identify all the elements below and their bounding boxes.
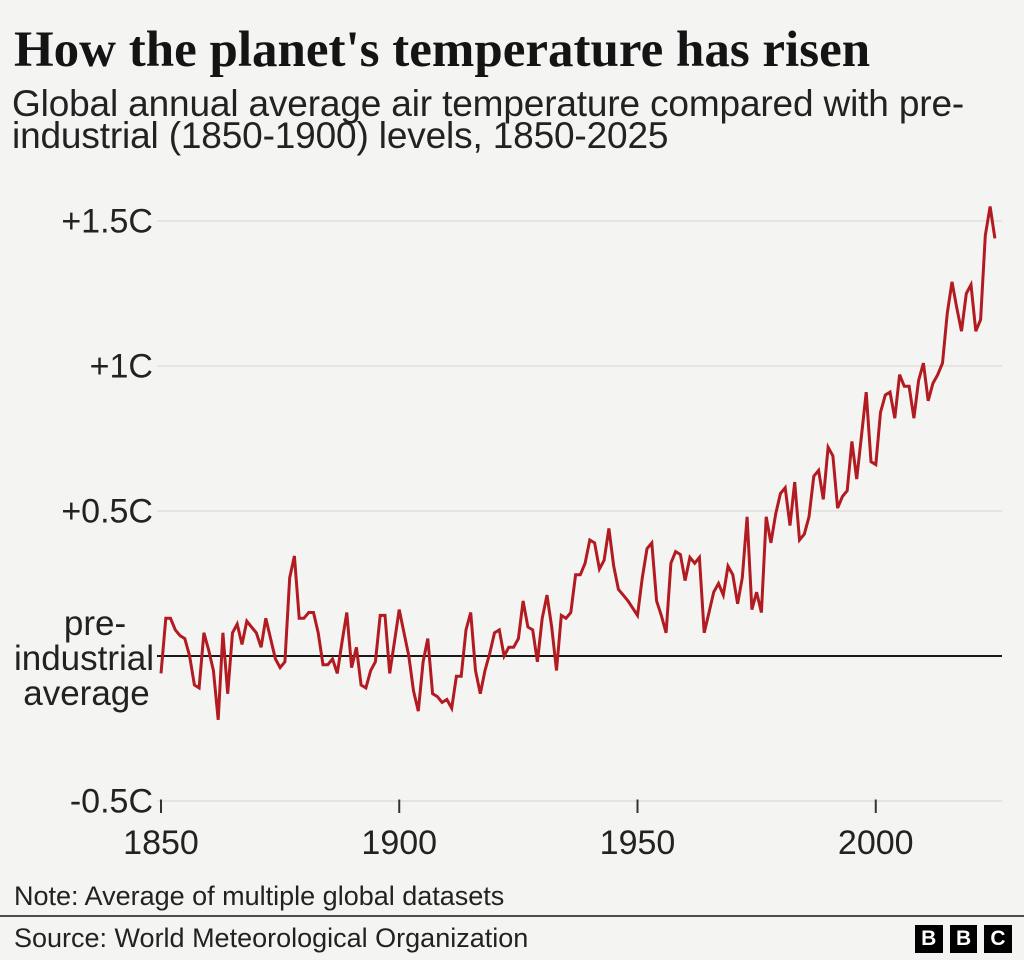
- svg-text:2000: 2000: [838, 824, 914, 862]
- svg-text:-0.5C: -0.5C: [70, 783, 153, 821]
- svg-text:1850: 1850: [123, 824, 199, 862]
- svg-text:1900: 1900: [361, 824, 437, 862]
- svg-text:+1.5C: +1.5C: [61, 203, 153, 241]
- svg-text:industrial: industrial: [14, 639, 154, 678]
- svg-text:+0.5C: +0.5C: [61, 493, 153, 531]
- svg-text:+1C: +1C: [90, 348, 153, 386]
- svg-text:average: average: [23, 674, 149, 713]
- svg-text:pre-: pre-: [64, 604, 126, 643]
- svg-text:1950: 1950: [600, 824, 676, 862]
